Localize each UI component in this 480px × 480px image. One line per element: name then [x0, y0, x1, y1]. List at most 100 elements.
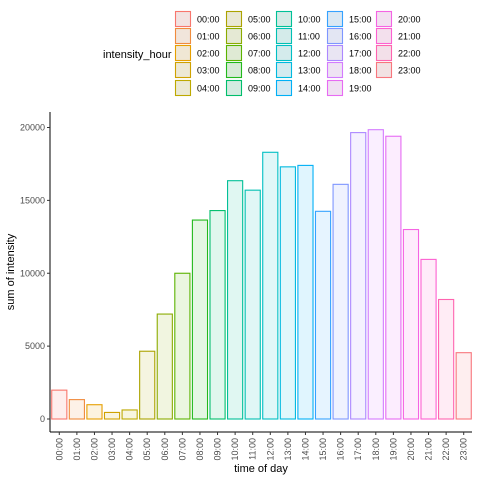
- legend-key-bg: [376, 11, 392, 27]
- bars: [51, 129, 472, 420]
- bar-0200: [86, 404, 103, 420]
- legend-label: 08:00: [248, 66, 271, 76]
- legend-label: 01:00: [197, 32, 220, 42]
- y-tick-label: 5000: [25, 341, 45, 351]
- legend-label: 03:00: [197, 66, 220, 76]
- x-axis-title: time of day: [234, 463, 288, 475]
- y-tick-label: 20000: [20, 123, 45, 133]
- x-tick-label: 02:00: [89, 438, 99, 461]
- legend-label: 06:00: [248, 32, 271, 42]
- y-tick-label: 15000: [20, 195, 45, 205]
- legend-key-bg: [175, 80, 191, 96]
- x-tick-label: 01:00: [72, 438, 82, 461]
- legend-label: 19:00: [349, 84, 372, 94]
- axes: 0 5000 10000 15000 20000 00:00 01:00 02:00 03:00…: [5, 112, 472, 475]
- legend-key-0400: [174, 79, 192, 97]
- x-tick-label: 14:00: [300, 438, 310, 461]
- x-tick-label: 00:00: [54, 438, 64, 461]
- legend-label: 11:00: [298, 32, 320, 42]
- x-tick-label: 10:00: [230, 438, 240, 461]
- legend-key-0600: [225, 27, 243, 45]
- legend-label: 02:00: [197, 49, 220, 59]
- bar-1700: [350, 132, 367, 420]
- x-tick-label: 22:00: [441, 438, 451, 461]
- legend-key-bg: [276, 45, 292, 61]
- legend-key-bg: [327, 11, 343, 27]
- bar-2300: [455, 352, 472, 420]
- bar-0700: [174, 272, 191, 420]
- bar-2200: [438, 298, 455, 420]
- bar-1800: [367, 129, 384, 420]
- legend-key-bg: [226, 28, 242, 44]
- legend-label: 10:00: [298, 15, 321, 25]
- x-tick-label: 08:00: [195, 438, 205, 461]
- x-tick-label: 21:00: [424, 438, 434, 461]
- legend-key-1400: [275, 79, 293, 97]
- legend-key-1300: [275, 61, 293, 79]
- bar-0900: [209, 210, 226, 420]
- bar-1300: [279, 166, 296, 420]
- legend-key-1200: [275, 44, 293, 62]
- x-tick-label: 09:00: [213, 438, 223, 461]
- legend-key-bg: [276, 62, 292, 78]
- legend-label: 20:00: [398, 15, 421, 25]
- x-tick-label: 17:00: [353, 438, 363, 461]
- legend-label: 21:00: [398, 32, 421, 42]
- x-tick-label: 06:00: [160, 438, 170, 461]
- legend-key-bg: [276, 11, 292, 27]
- legend-key-2000: [375, 10, 393, 28]
- legend-label: 22:00: [398, 49, 421, 59]
- legend-label: 00:00: [197, 15, 220, 25]
- legend-label: 12:00: [298, 49, 321, 59]
- bar-0000: [51, 389, 68, 420]
- x-tick-label: 11:00: [248, 438, 258, 460]
- legend-key-bg: [327, 62, 343, 78]
- x-tick-label: 13:00: [283, 438, 293, 461]
- legend-key-bg: [175, 62, 191, 78]
- bar-1100: [244, 189, 261, 420]
- x-tick-label: 05:00: [142, 438, 152, 461]
- legend-label: 18:00: [349, 66, 372, 76]
- bar-0400: [121, 409, 138, 420]
- legend-key-bg: [276, 28, 292, 44]
- legend-key-bg: [327, 45, 343, 61]
- legend-key-bg: [175, 28, 191, 44]
- y-axis-title: sum of intensity: [5, 233, 17, 310]
- bar-0300: [103, 411, 121, 420]
- bar-2100: [420, 258, 437, 420]
- legend-key-0200: [174, 44, 192, 62]
- x-tick-label: 03:00: [107, 438, 117, 461]
- x-tick-label: 07:00: [177, 438, 187, 461]
- bar-0500: [139, 350, 156, 420]
- bar-1200: [262, 151, 279, 420]
- bar-2000: [402, 228, 420, 420]
- legend-label: 04:00: [197, 84, 220, 94]
- legend-label: 05:00: [248, 15, 271, 25]
- legend: intensity_hour 00:00 01:00 02:00 03:00 04:00 0…: [103, 10, 421, 97]
- legend-key-2200: [375, 44, 393, 62]
- legend-key-bg: [226, 45, 242, 61]
- x-tick-label: 23:00: [459, 438, 469, 461]
- legend-key-0000: [174, 10, 192, 28]
- x-tick-label: 18:00: [371, 438, 381, 461]
- legend-title: intensity_hour: [103, 49, 172, 61]
- legend-key-0500: [225, 10, 243, 28]
- y-tick-label: 10000: [20, 268, 45, 278]
- legend-key-1800: [326, 61, 344, 79]
- bar-1900: [385, 135, 402, 420]
- x-tick-label: 12:00: [265, 438, 275, 461]
- legend-key-0800: [225, 61, 243, 79]
- legend-key-0900: [225, 79, 243, 97]
- bar-0100: [68, 399, 85, 420]
- legend-key-bg: [226, 62, 242, 78]
- legend-key-bg: [376, 45, 392, 61]
- x-tick-label: 19:00: [388, 438, 398, 461]
- bar-0600: [156, 313, 173, 420]
- y-tick-label: 0: [40, 414, 45, 424]
- legend-label: 14:00: [298, 84, 321, 94]
- bar-1600: [332, 183, 349, 420]
- legend-key-0100: [174, 27, 192, 45]
- legend-key-1600: [326, 27, 344, 45]
- legend-key-1500: [326, 10, 344, 28]
